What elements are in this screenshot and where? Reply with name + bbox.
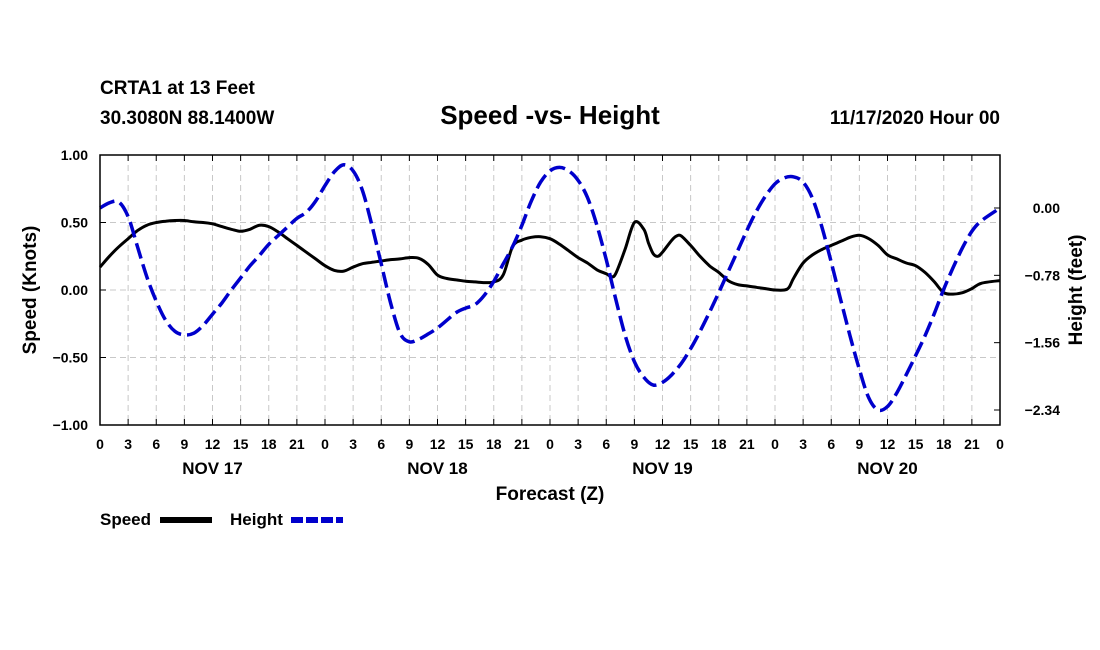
right-tick-labels: 0.00 −0.78 −1.56 −2.34 [1025, 200, 1061, 418]
day-label: NOV 18 [407, 459, 467, 478]
station-label: CRTA1 at 13 Feet [100, 78, 256, 99]
axis-ticks [99, 154, 1001, 426]
y-left-tick-label: −1.00 [53, 417, 89, 433]
day-label: NOV 17 [182, 459, 242, 478]
y-right-tick-label: −0.78 [1025, 267, 1061, 283]
x-axis-title: Forecast (Z) [496, 484, 605, 505]
y-right-tick-label: −1.56 [1025, 335, 1061, 351]
x-tick-label: 9 [630, 436, 638, 452]
x-tick-label: 12 [430, 436, 446, 452]
day-labels: NOV 17 NOV 18 NOV 19 NOV 20 [182, 459, 917, 478]
y-left-tick-label: 0.00 [61, 282, 88, 298]
x-tick-label: 15 [683, 436, 699, 452]
x-tick-label: 9 [180, 436, 188, 452]
x-tick-label: 3 [574, 436, 582, 452]
legend: Speed Height [100, 510, 343, 529]
y-left-tick-label: 0.50 [61, 215, 88, 231]
x-tick-label: 3 [349, 436, 357, 452]
x-tick-label: 21 [964, 436, 980, 452]
series-speed-line [98, 218, 1001, 296]
grid-lines [100, 155, 1000, 425]
x-tick-label: 15 [233, 436, 249, 452]
x-tick-label: 18 [936, 436, 952, 452]
x-tick-label: 6 [152, 436, 160, 452]
x-tick-label: 12 [880, 436, 896, 452]
y-right-tick-label: 0.00 [1033, 200, 1060, 216]
x-tick-label: 18 [711, 436, 727, 452]
x-tick-label: 15 [458, 436, 474, 452]
series-height-line [99, 163, 1002, 413]
day-label: NOV 20 [857, 459, 917, 478]
x-tick-label: 9 [405, 436, 413, 452]
day-label: NOV 19 [632, 459, 692, 478]
x-tick-label: 3 [799, 436, 807, 452]
legend-speed-label: Speed [100, 510, 151, 529]
x-tick-label: 3 [124, 436, 132, 452]
x-tick-label: 0 [96, 436, 104, 452]
x-tick-label: 12 [205, 436, 221, 452]
x-tick-label: 15 [908, 436, 924, 452]
x-tick-label: 18 [486, 436, 502, 452]
x-tick-label: 0 [771, 436, 779, 452]
x-tick-label: 21 [289, 436, 305, 452]
x-tick-label: 6 [602, 436, 610, 452]
coords-label: 30.3080N 88.1400W [100, 108, 274, 129]
x-tick-label: 6 [377, 436, 385, 452]
y-right-tick-label: −2.34 [1025, 402, 1061, 418]
x-tick-label: 0 [996, 436, 1004, 452]
x-tick-label: 9 [855, 436, 863, 452]
y-left-tick-label: 1.00 [61, 147, 88, 163]
plot-frame [99, 154, 1001, 426]
x-tick-label: 21 [739, 436, 755, 452]
x-tick-label: 0 [321, 436, 329, 452]
legend-height-label: Height [230, 510, 283, 529]
left-tick-labels: 1.00 0.50 0.00 −0.50 −1.00 [53, 147, 89, 433]
x-tick-label: 12 [655, 436, 671, 452]
issued-time: 11/17/2020 Hour 00 [830, 108, 1000, 129]
chart-title: Speed -vs- Height [440, 100, 660, 130]
x-tick-labels: 0 3 6 9 12 15 18 21 0 3 6 9 12 15 18 21 0 3 6 9 12 15 18 21 0 3 6 9… [96, 436, 1004, 452]
x-tick-label: 21 [514, 436, 530, 452]
y-axis-left-title: Speed (Knots) [20, 226, 41, 355]
series-lines [98, 163, 1002, 413]
x-tick-label: 6 [827, 436, 835, 452]
y-left-tick-label: −0.50 [53, 350, 89, 366]
x-tick-label: 0 [546, 436, 554, 452]
y-axis-right-title: Height (feet) [1066, 235, 1087, 346]
x-tick-label: 18 [261, 436, 277, 452]
